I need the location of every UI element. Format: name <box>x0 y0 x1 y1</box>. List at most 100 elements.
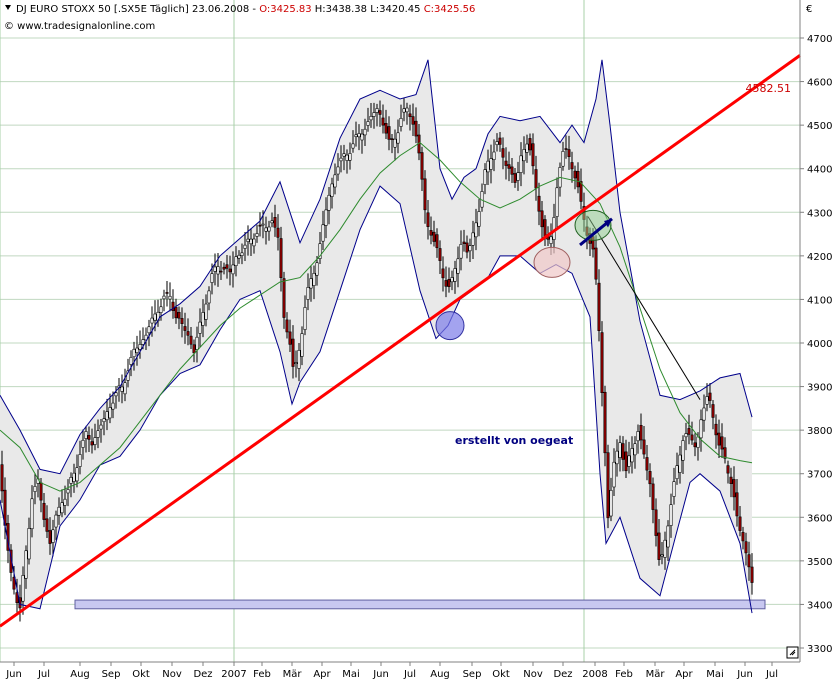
candle-body <box>144 334 148 341</box>
candle-body <box>204 303 208 320</box>
resize-grip-icon[interactable] <box>789 649 796 656</box>
x-axis-ticks: Jun Jul Aug Sep Okt Nov Dez 2007 Feb Mär Apr Mai Jun… <box>5 662 778 680</box>
x-tick-label: Mai <box>706 669 724 680</box>
candle-body <box>429 230 433 236</box>
x-tick-label: Jul <box>765 669 778 680</box>
candle-body <box>183 326 187 331</box>
candle-body <box>567 149 571 157</box>
candle-body <box>297 350 301 369</box>
candle-body <box>324 209 328 226</box>
candle-body <box>516 172 520 181</box>
y-tick-label: 3500 <box>807 557 832 568</box>
candle-body <box>177 312 181 319</box>
candle-body <box>309 278 313 289</box>
candle-body <box>435 234 439 249</box>
candle-body <box>615 450 619 465</box>
candle-body <box>537 195 541 212</box>
candle-body <box>408 113 412 117</box>
candle-body <box>60 502 64 514</box>
header-open: O:3425.83 <box>259 4 311 15</box>
y-tick-label: 4700 <box>807 34 832 45</box>
candle-body <box>243 244 247 249</box>
candle-body <box>690 434 694 441</box>
candle-body <box>474 222 478 238</box>
candle-body <box>216 266 220 275</box>
candle-body <box>249 238 253 245</box>
candle-body <box>327 194 331 211</box>
y-tick-label: 4000 <box>807 339 832 350</box>
author-annotation: erstellt von oegeat <box>455 434 573 447</box>
candle-body <box>168 295 172 300</box>
x-tick-label: Feb <box>615 669 633 680</box>
candle-body <box>741 532 745 542</box>
candle-body <box>663 539 667 558</box>
candle-body <box>744 541 748 554</box>
candle-body <box>51 529 55 543</box>
candle-body <box>303 307 307 330</box>
candle-body <box>54 514 58 528</box>
candle-body <box>162 295 166 300</box>
candle-body <box>597 282 601 331</box>
candle-body <box>669 504 673 526</box>
candle-body <box>384 123 388 134</box>
candle-body <box>366 121 370 126</box>
x-tick-label: Apr <box>675 669 693 680</box>
candle-body <box>528 138 532 151</box>
candle-body <box>642 439 646 455</box>
candle-body <box>468 245 472 252</box>
x-tick-label: Sep <box>463 669 482 680</box>
candle-body <box>501 148 505 158</box>
candle-body <box>393 138 397 148</box>
header-low: L:3420.45 <box>367 4 420 15</box>
candle-body <box>441 268 445 279</box>
candle-body <box>432 231 436 242</box>
candle-body <box>264 227 268 232</box>
candle-body <box>351 143 355 149</box>
breakdown-arrow-head <box>604 218 612 228</box>
candle-body <box>345 154 349 161</box>
candle-body <box>234 256 238 267</box>
retest-circle <box>533 246 571 278</box>
candle-body <box>300 333 304 357</box>
x-tick-label: Jun <box>372 669 389 680</box>
candle-body <box>102 418 106 423</box>
candle-body <box>708 392 712 401</box>
candle-body <box>603 391 607 454</box>
x-tick-label: Nov <box>162 669 182 680</box>
annotation-marks <box>435 209 613 341</box>
candle-body <box>153 313 157 321</box>
candle-body <box>609 489 613 517</box>
candle-body <box>330 183 334 197</box>
candle-body <box>444 280 448 287</box>
candle-body <box>270 220 274 224</box>
candle-body <box>75 467 79 482</box>
candle-body <box>267 226 271 232</box>
candle-body <box>399 118 403 127</box>
grid <box>0 0 800 662</box>
candle-body <box>732 479 736 498</box>
x-tick-label: Jul <box>37 669 50 680</box>
y-tick-label: 4300 <box>807 208 832 219</box>
candle-body <box>123 382 127 395</box>
candle-body <box>318 243 322 259</box>
candle-body <box>294 362 298 364</box>
candle-body <box>735 492 739 517</box>
collapse-triangle-icon[interactable] <box>5 5 11 10</box>
candle-body <box>42 502 46 520</box>
candle-body <box>336 166 340 175</box>
candle-body <box>507 164 511 169</box>
candle-body <box>255 233 259 237</box>
x-tick-label: Okt <box>132 669 150 680</box>
candle-body <box>120 386 124 392</box>
candle-body <box>405 107 409 113</box>
candle-body <box>69 477 73 484</box>
candle-body <box>696 436 700 448</box>
candle-body <box>279 238 283 278</box>
candle-body <box>453 268 457 282</box>
candle-body <box>561 151 565 167</box>
candle-body <box>192 344 196 354</box>
candle-body <box>477 211 481 227</box>
candle-body <box>321 224 325 242</box>
candle-body <box>711 404 715 418</box>
